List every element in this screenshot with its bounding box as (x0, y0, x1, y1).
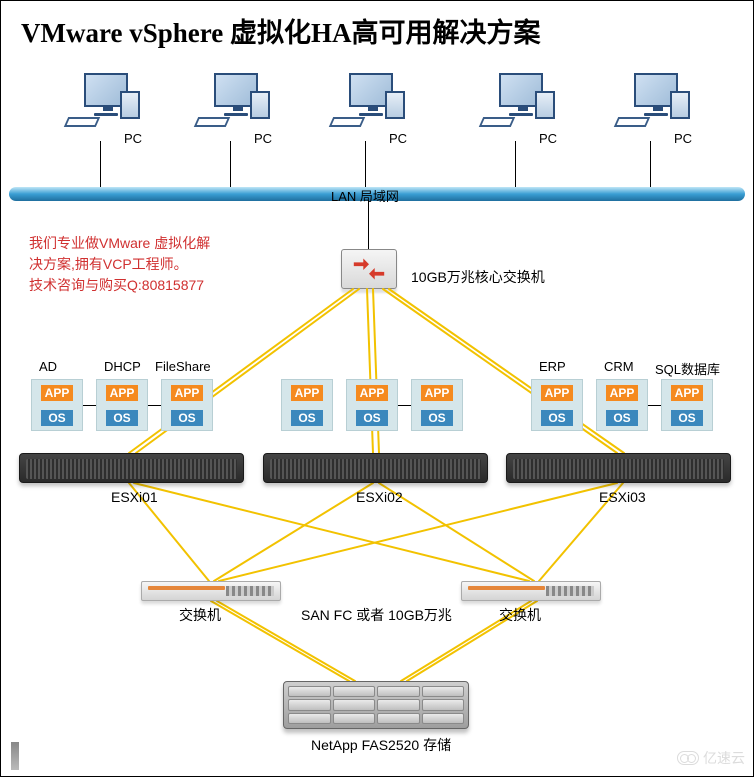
vm-os-label: OS (671, 410, 702, 426)
server-icon (263, 453, 488, 483)
server-label: ESXi02 (356, 489, 403, 505)
san-switch-label: 交换机 (499, 605, 541, 625)
pc-label: PC (674, 131, 692, 146)
pc-drop-line (230, 141, 231, 187)
storage-label: NetApp FAS2520 存储 (311, 735, 451, 755)
vm-os-label: OS (541, 410, 572, 426)
san-switch-icon (141, 581, 281, 601)
vm-box: APP OS (596, 379, 648, 431)
vm-app-label: APP (171, 385, 204, 401)
vm-app-label: APP (671, 385, 704, 401)
red-note-line: 我们专业做VMware 虚拟化解 (29, 233, 210, 254)
server-icon (506, 453, 731, 483)
vm-app-label: APP (421, 385, 454, 401)
vm-box: APP OS (411, 379, 463, 431)
vm-connector-line (83, 405, 96, 406)
watermark-text: 亿速云 (703, 748, 745, 768)
watermark-logo-icon (677, 751, 699, 765)
vm-app-label: APP (106, 385, 139, 401)
vm-connector-line (398, 405, 411, 406)
vm-os-label: OS (356, 410, 387, 426)
diagram-canvas: VMware vSphere 虚拟化HA高可用解决方案 PC PC PC PC PC L… (1, 1, 753, 776)
red-note: 我们专业做VMware 虚拟化解 决方案,拥有VCP工程师。 技术咨询与购买Q:… (29, 233, 210, 296)
vm-top-label: SQL数据库 (655, 359, 720, 378)
vm-os-label: OS (291, 410, 322, 426)
page-title: VMware vSphere 虚拟化HA高可用解决方案 (21, 11, 540, 50)
pc-label: PC (539, 131, 557, 146)
vm-app-label: APP (291, 385, 324, 401)
vm-connector-line (648, 405, 661, 406)
pc-drop-line (100, 141, 101, 187)
lan-label: LAN 局域网 (331, 186, 399, 205)
storage-icon (283, 681, 469, 729)
pc-label: PC (124, 131, 142, 146)
vm-os-label: OS (106, 410, 137, 426)
pc-icon (616, 73, 696, 127)
vm-top-label: CRM (604, 359, 634, 374)
corner-tab (11, 742, 19, 770)
watermark: 亿速云 (677, 748, 745, 768)
server-icon (19, 453, 244, 483)
vm-box: APP OS (346, 379, 398, 431)
pc-drop-line (365, 141, 366, 187)
red-note-line: 技术咨询与购买Q:80815877 (29, 275, 210, 296)
pc-label: PC (389, 131, 407, 146)
vm-os-label: OS (421, 410, 452, 426)
san-label: SAN FC 或者 10GB万兆 (301, 605, 452, 625)
san-switch-label: 交换机 (179, 605, 221, 625)
red-note-line: 决方案,拥有VCP工程师。 (29, 254, 210, 275)
vm-top-label: ERP (539, 359, 566, 374)
san-switch-icon (461, 581, 601, 601)
pc-icon (331, 73, 411, 127)
pc-label: PC (254, 131, 272, 146)
pc-drop-line (515, 141, 516, 187)
pc-icon (481, 73, 561, 127)
vm-top-label: AD (39, 359, 57, 374)
pc-icon (66, 73, 146, 127)
vm-box: APP OS (96, 379, 148, 431)
vm-top-label: DHCP (104, 359, 141, 374)
vm-box: APP OS (281, 379, 333, 431)
vm-box: APP OS (531, 379, 583, 431)
pc-drop-line (650, 141, 651, 187)
pc-icon (196, 73, 276, 127)
vm-os-label: OS (41, 410, 72, 426)
server-label: ESXi03 (599, 489, 646, 505)
vm-app-label: APP (606, 385, 639, 401)
lan-to-core-line (368, 200, 369, 249)
vm-connector-line (148, 405, 161, 406)
vm-top-label: FileShare (155, 359, 211, 374)
vm-app-label: APP (541, 385, 574, 401)
vm-box: APP OS (31, 379, 83, 431)
vm-os-label: OS (606, 410, 637, 426)
vm-box: APP OS (661, 379, 713, 431)
vm-app-label: APP (41, 385, 74, 401)
core-switch-icon (341, 249, 397, 289)
vm-app-label: APP (356, 385, 389, 401)
vm-os-label: OS (171, 410, 202, 426)
server-label: ESXi01 (111, 489, 158, 505)
vm-box: APP OS (161, 379, 213, 431)
core-switch-label: 10GB万兆核心交换机 (411, 267, 545, 287)
